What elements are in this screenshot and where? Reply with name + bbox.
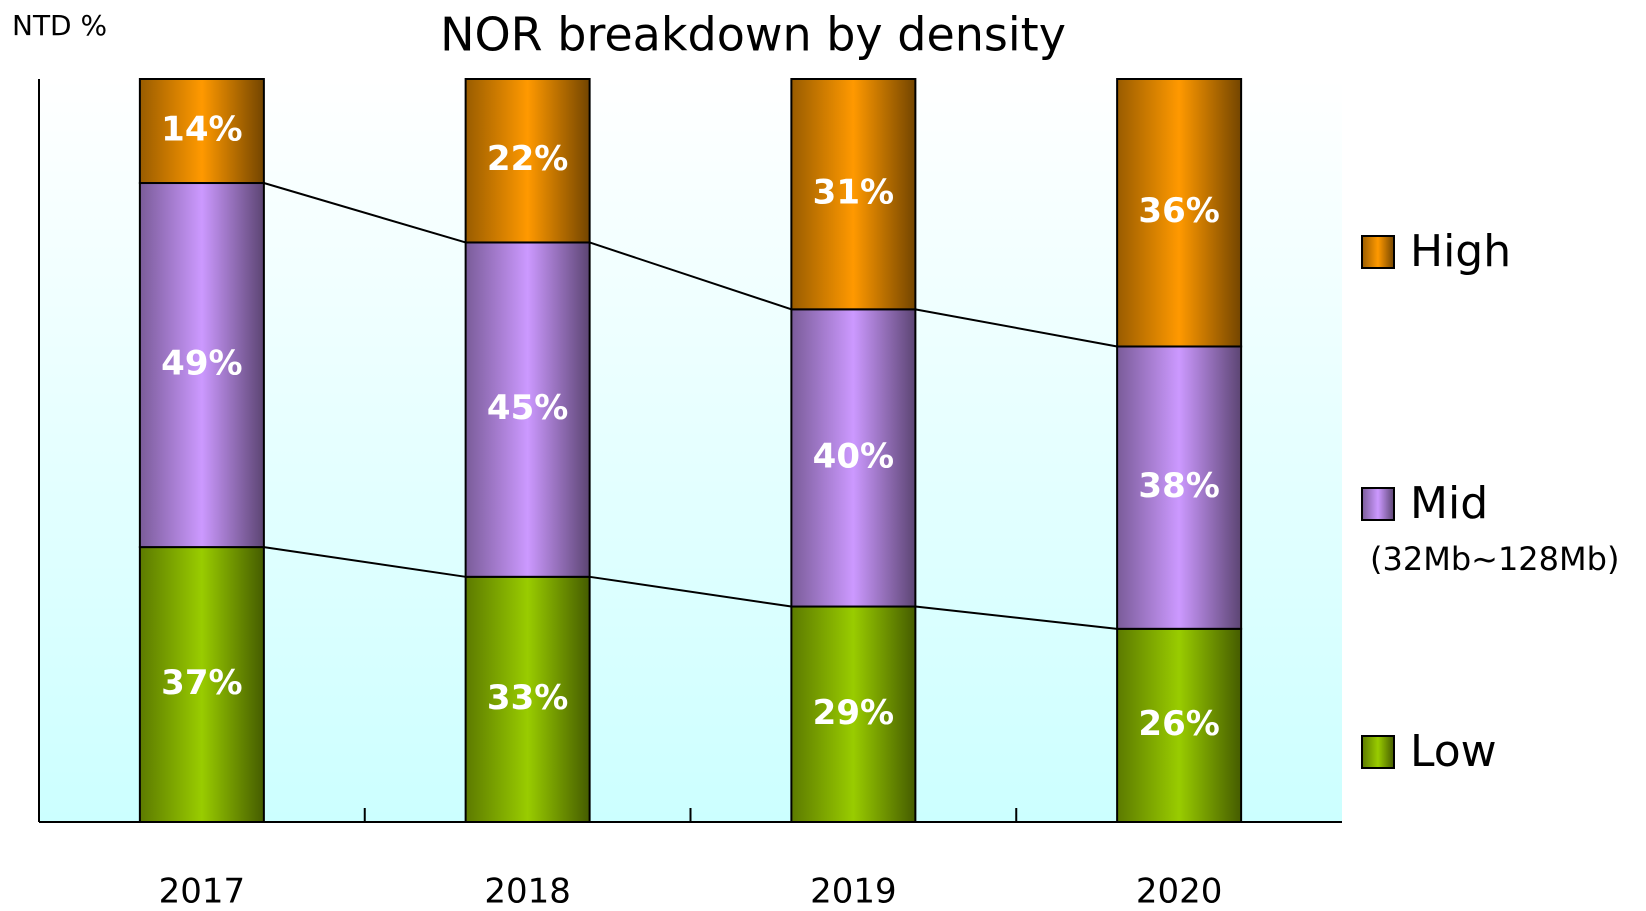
data-label: 22% xyxy=(487,139,568,179)
connector-line xyxy=(915,605,1118,630)
bar-segment xyxy=(464,78,591,244)
chart-title: NOR breakdown by density xyxy=(440,8,1066,62)
x-tick-label: 2020 xyxy=(1136,872,1223,911)
legend-label: Low xyxy=(1410,726,1497,777)
data-label: 36% xyxy=(1138,191,1219,231)
legend-note: (32Mb~128Mb) xyxy=(1370,540,1619,578)
data-label: 37% xyxy=(161,663,242,703)
x-tick-label: 2017 xyxy=(159,872,246,911)
bar-segment xyxy=(790,78,917,311)
bar-segment xyxy=(464,241,591,578)
connector-line xyxy=(589,241,792,311)
data-label: 29% xyxy=(813,693,894,733)
data-label: 38% xyxy=(1138,466,1219,506)
legend-swatch xyxy=(1361,735,1395,769)
data-label: 14% xyxy=(161,110,242,150)
legend-swatch xyxy=(1361,235,1395,269)
data-label: 33% xyxy=(487,678,568,718)
data-label: 40% xyxy=(813,436,894,476)
connector-line xyxy=(589,575,792,608)
bar-segment xyxy=(1116,345,1243,630)
bar-segment xyxy=(1116,78,1243,348)
bar-segment xyxy=(790,308,917,608)
data-label: 31% xyxy=(813,173,894,213)
data-label: 49% xyxy=(161,344,242,384)
bar-segment xyxy=(790,605,917,824)
bar-segment xyxy=(138,546,265,824)
legend-label: High xyxy=(1410,226,1511,277)
legend-label: Mid xyxy=(1410,478,1488,529)
bar-segment xyxy=(138,182,265,549)
y-axis-label: NTD % xyxy=(12,9,107,42)
connector-line xyxy=(915,308,1118,348)
connector-line xyxy=(263,182,466,244)
bar-segment xyxy=(138,78,265,185)
data-label: 26% xyxy=(1138,704,1219,744)
connector-line xyxy=(263,546,466,578)
x-tick-label: 2019 xyxy=(810,872,897,911)
data-label: 45% xyxy=(487,388,568,428)
x-tick-label: 2018 xyxy=(484,872,571,911)
legend-swatch xyxy=(1361,487,1395,521)
